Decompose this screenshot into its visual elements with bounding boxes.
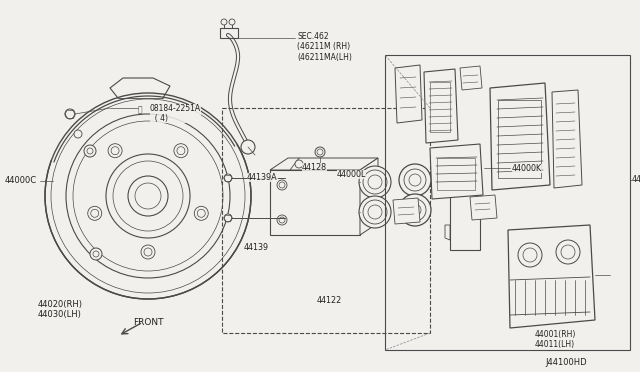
- Circle shape: [409, 204, 421, 216]
- Circle shape: [128, 176, 168, 216]
- Circle shape: [66, 114, 230, 278]
- Circle shape: [51, 99, 245, 293]
- Bar: [385, 55, 630, 350]
- Circle shape: [556, 240, 580, 264]
- Polygon shape: [270, 170, 360, 235]
- Polygon shape: [508, 225, 595, 328]
- Circle shape: [113, 161, 183, 231]
- Bar: [220, 28, 238, 38]
- Text: 44001(RH)
44011(LH): 44001(RH) 44011(LH): [535, 330, 577, 349]
- Circle shape: [523, 248, 537, 262]
- Circle shape: [359, 166, 391, 198]
- Bar: [430, 82, 450, 132]
- Circle shape: [93, 251, 99, 257]
- Polygon shape: [393, 198, 420, 224]
- Circle shape: [65, 109, 75, 119]
- Circle shape: [197, 209, 205, 217]
- Text: 44020(RH)
44030(LH): 44020(RH) 44030(LH): [38, 300, 83, 320]
- Text: 44122: 44122: [317, 296, 342, 305]
- Circle shape: [90, 248, 102, 260]
- Circle shape: [363, 200, 387, 224]
- Circle shape: [135, 183, 161, 209]
- Circle shape: [315, 147, 325, 157]
- Polygon shape: [450, 165, 480, 250]
- Circle shape: [317, 149, 323, 155]
- Bar: [498, 100, 541, 178]
- Circle shape: [87, 148, 93, 154]
- Circle shape: [279, 217, 285, 223]
- Circle shape: [368, 205, 382, 219]
- Text: 44080K: 44080K: [632, 175, 640, 184]
- Text: 44139A: 44139A: [247, 173, 278, 182]
- Bar: [222, 108, 430, 333]
- Circle shape: [409, 174, 421, 186]
- Polygon shape: [445, 175, 450, 190]
- Circle shape: [177, 147, 185, 155]
- Polygon shape: [490, 83, 550, 190]
- Polygon shape: [395, 65, 422, 123]
- Circle shape: [363, 170, 387, 194]
- Circle shape: [224, 174, 232, 182]
- Circle shape: [279, 182, 285, 188]
- Text: J44100HD: J44100HD: [545, 358, 587, 367]
- Polygon shape: [445, 225, 450, 240]
- Circle shape: [84, 145, 96, 157]
- Polygon shape: [360, 158, 378, 235]
- Circle shape: [195, 206, 208, 220]
- Circle shape: [111, 147, 119, 155]
- Circle shape: [295, 160, 303, 168]
- Circle shape: [561, 245, 575, 259]
- Circle shape: [404, 199, 426, 221]
- Polygon shape: [430, 144, 483, 199]
- Circle shape: [106, 154, 190, 238]
- Circle shape: [241, 140, 255, 154]
- Circle shape: [277, 215, 287, 225]
- Text: 44000L: 44000L: [337, 170, 366, 179]
- Circle shape: [174, 144, 188, 158]
- Circle shape: [221, 19, 227, 25]
- Text: 44000C: 44000C: [5, 176, 37, 185]
- Circle shape: [141, 245, 155, 259]
- Circle shape: [404, 169, 426, 191]
- Circle shape: [88, 206, 102, 220]
- Polygon shape: [470, 195, 497, 220]
- Circle shape: [74, 130, 82, 138]
- Polygon shape: [552, 90, 582, 188]
- Polygon shape: [460, 66, 482, 90]
- Text: FRONT: FRONT: [132, 318, 163, 327]
- Circle shape: [518, 243, 542, 267]
- Circle shape: [224, 214, 232, 222]
- Circle shape: [108, 144, 122, 158]
- Circle shape: [144, 248, 152, 256]
- Text: 08184-2251A
  ( 4): 08184-2251A ( 4): [150, 104, 201, 124]
- Circle shape: [229, 19, 235, 25]
- Text: 44128: 44128: [302, 163, 327, 172]
- Circle shape: [399, 194, 431, 226]
- Bar: [437, 158, 475, 190]
- Text: SEC.462
(46211M (RH)
(46211MA(LH): SEC.462 (46211M (RH) (46211MA(LH): [297, 32, 352, 62]
- Text: 44000K: 44000K: [512, 164, 542, 173]
- Circle shape: [399, 164, 431, 196]
- Text: 44139: 44139: [244, 243, 269, 252]
- Circle shape: [359, 196, 391, 228]
- Circle shape: [277, 180, 287, 190]
- Circle shape: [91, 209, 99, 217]
- Polygon shape: [270, 158, 378, 170]
- Polygon shape: [424, 69, 458, 143]
- Circle shape: [368, 175, 382, 189]
- Circle shape: [45, 93, 251, 299]
- Text: Ⓑ: Ⓑ: [138, 105, 143, 114]
- Circle shape: [73, 121, 223, 271]
